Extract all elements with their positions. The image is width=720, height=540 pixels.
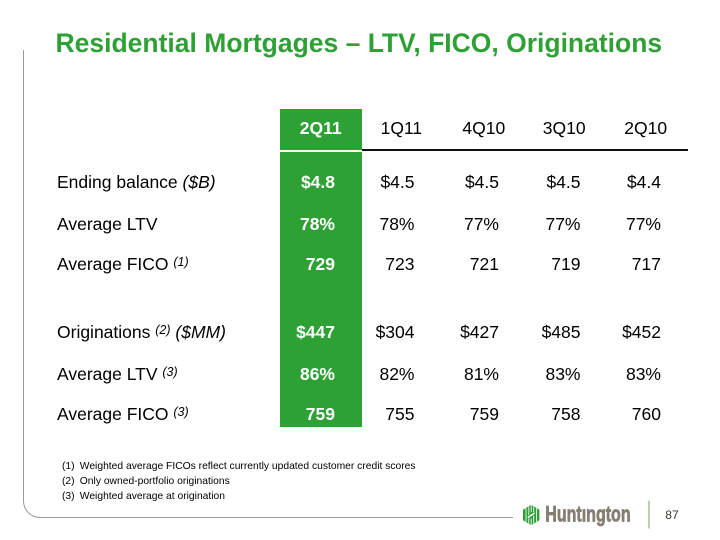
svg-text:87: 87 xyxy=(665,508,679,522)
svg-text:Huntıngton: Huntıngton xyxy=(545,502,630,527)
